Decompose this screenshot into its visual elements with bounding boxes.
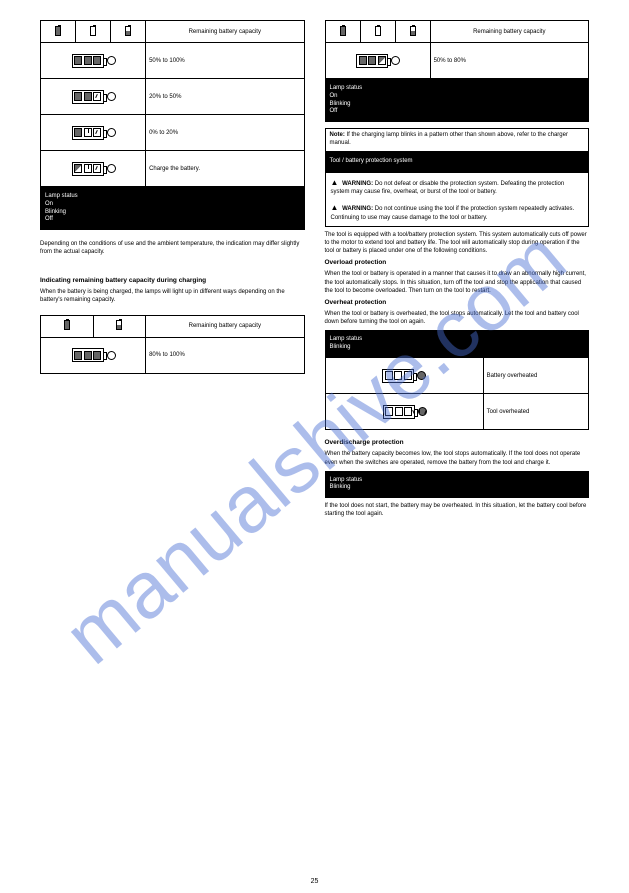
battery-indicator-cell xyxy=(41,115,146,151)
battery-capacity-table-3: Remaining battery capacity 50% to 80% xyxy=(325,20,590,79)
lamp-status-legend: Lamp status On Blinking Off xyxy=(40,187,305,230)
legend-line: Off xyxy=(45,216,300,224)
legend-line: Blinking xyxy=(330,484,585,492)
lamp-status-legend: Lamp status On Blinking Off xyxy=(325,79,590,122)
header-icon-cell xyxy=(325,21,360,43)
battery-icon xyxy=(72,54,104,68)
legend-line: On xyxy=(330,93,585,101)
section-title: Overdischarge protection xyxy=(325,439,590,446)
warning-triangle-icon: ▲ xyxy=(331,202,339,213)
left-column: Remaining battery capacity 50% to 100% xyxy=(40,20,305,522)
battery-capacity-table-1: Remaining battery capacity 50% to 100% xyxy=(40,20,305,187)
warning-label: WARNING: xyxy=(342,206,373,212)
paragraph: The tool is equipped with a tool/battery… xyxy=(325,231,590,255)
capacity-value: 80% to 100% xyxy=(146,337,304,373)
led-icon xyxy=(107,351,116,360)
page-number: 25 xyxy=(311,878,319,885)
paragraph: When the tool or battery is operated in … xyxy=(325,270,590,294)
section-header-bar: Tool / battery protection system xyxy=(325,152,590,172)
battery-indicator-cell xyxy=(41,79,146,115)
note-paragraph: Depending on the conditions of use and t… xyxy=(40,240,305,256)
paragraph: When the battery capacity becomes low, t… xyxy=(325,450,590,466)
header-label: Remaining battery capacity xyxy=(146,21,304,43)
battery-empty-icon xyxy=(375,26,381,36)
note-box: Note: If the charging lamp blinks in a p… xyxy=(325,128,590,152)
section-title: Overheat protection xyxy=(325,299,590,306)
capacity-value: Charge the battery. xyxy=(146,151,304,187)
header-icon-cell xyxy=(76,21,111,43)
legend-line: Lamp status xyxy=(330,477,585,485)
header-icon-cell xyxy=(360,21,395,43)
battery-half-icon xyxy=(116,320,122,330)
battery-indicator-cell xyxy=(41,337,146,373)
paragraph: When the battery is being charged, the l… xyxy=(40,288,305,304)
legend-line: Lamp status xyxy=(330,85,585,93)
legend-line: Blinking xyxy=(45,209,300,217)
header-icon-cell xyxy=(41,315,94,337)
battery-icon xyxy=(72,162,104,176)
note-label: Note: xyxy=(330,132,345,138)
header-label: Remaining battery capacity xyxy=(430,21,588,43)
section-title: Indicating remaining battery capacity du… xyxy=(40,277,305,284)
battery-fill-icon xyxy=(64,320,70,330)
capacity-value: 50% to 100% xyxy=(146,43,304,79)
right-column: Remaining battery capacity 50% to 80% La… xyxy=(325,20,590,522)
battery-indicator-cell xyxy=(41,151,146,187)
section-title: Overload protection xyxy=(325,259,590,266)
note-body: If the charging lamp blinks in a pattern… xyxy=(330,132,568,146)
lamp-status-legend: Lamp status Blinking xyxy=(325,471,590,499)
battery-icon xyxy=(356,54,388,68)
battery-indicator-cell xyxy=(325,43,430,79)
led-icon xyxy=(107,92,116,101)
led-icon xyxy=(107,128,116,137)
legend-line: On xyxy=(45,201,300,209)
battery-half-icon xyxy=(125,26,131,36)
header-icon-cell xyxy=(395,21,430,43)
battery-icon xyxy=(72,348,104,362)
header-icon-cell xyxy=(111,21,146,43)
lamp-status-legend: Lamp status Blinking xyxy=(325,330,590,358)
led-icon xyxy=(107,164,116,173)
battery-icon xyxy=(72,90,104,104)
battery-fill-icon xyxy=(340,26,346,36)
header-label: Remaining battery capacity xyxy=(146,315,304,337)
battery-indicator-cell xyxy=(325,358,483,394)
led-icon xyxy=(391,56,400,65)
warning-triangle-icon: ▲ xyxy=(331,177,339,188)
legend-line: Lamp status xyxy=(45,193,300,201)
battery-fill-icon xyxy=(55,26,61,36)
battery-icon xyxy=(383,405,415,419)
battery-empty-icon xyxy=(90,26,96,36)
paragraph: When the tool or battery is overheated, … xyxy=(325,310,590,326)
status-value: Tool overheated xyxy=(483,394,588,430)
warning-label: WARNING: xyxy=(342,181,373,187)
paragraph: If the tool does not start, the battery … xyxy=(325,502,590,518)
battery-icon xyxy=(72,126,104,140)
led-icon xyxy=(107,56,116,65)
status-value: Battery overheated xyxy=(483,358,588,394)
warning-box: ▲ WARNING: Do not defeat or disable the … xyxy=(325,172,590,228)
battery-half-icon xyxy=(410,26,416,36)
legend-line: Lamp status xyxy=(330,336,585,344)
page-body: Remaining battery capacity 50% to 100% xyxy=(0,0,629,542)
legend-line: Blinking xyxy=(330,101,585,109)
legend-line: Off xyxy=(330,108,585,116)
battery-capacity-table-2: Remaining battery capacity 80% to 100% xyxy=(40,315,305,374)
capacity-value: 20% to 50% xyxy=(146,79,304,115)
header-icon-cell xyxy=(93,315,146,337)
capacity-value: 0% to 20% xyxy=(146,115,304,151)
battery-icon xyxy=(382,369,414,383)
overheat-table: Battery overheated Tool overheated xyxy=(325,357,590,430)
battery-indicator-cell xyxy=(325,394,483,430)
led-on-icon xyxy=(417,371,426,380)
header-icon-cell xyxy=(41,21,76,43)
capacity-value: 50% to 80% xyxy=(430,43,588,79)
legend-line: Blinking xyxy=(330,344,585,352)
battery-indicator-cell xyxy=(41,43,146,79)
